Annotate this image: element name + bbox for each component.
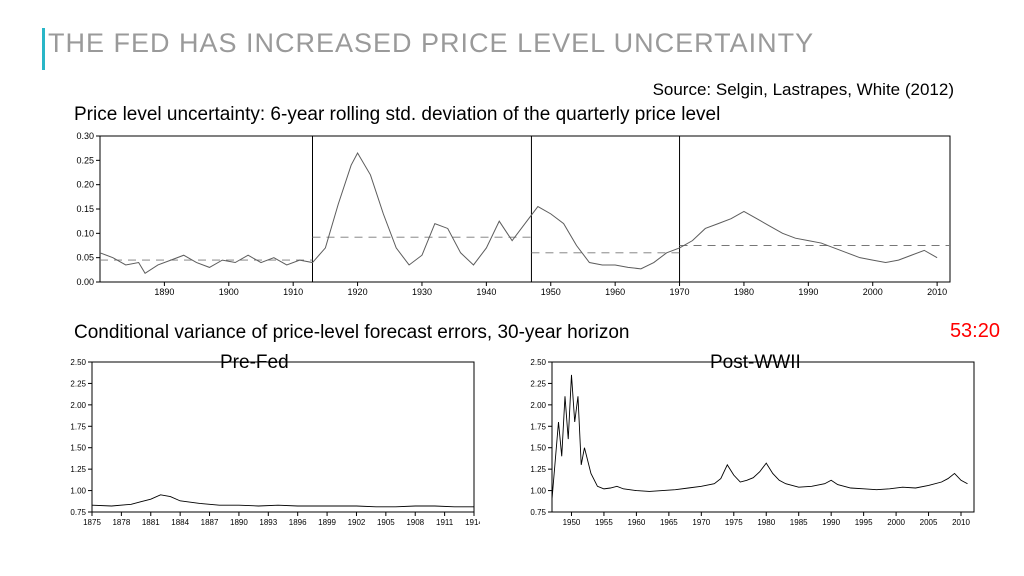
svg-text:1980: 1980 <box>734 287 754 297</box>
svg-text:2000: 2000 <box>863 287 883 297</box>
svg-text:1940: 1940 <box>476 287 496 297</box>
svg-text:2.25: 2.25 <box>70 379 86 388</box>
svg-text:1930: 1930 <box>412 287 432 297</box>
svg-text:2.00: 2.00 <box>530 401 546 410</box>
chart3-container: 0.75 1.00 1.25 1.50 1.75 2.00 2.25 2.50 1950 1955… <box>520 358 980 528</box>
svg-text:2000: 2000 <box>887 518 905 527</box>
svg-text:0.00: 0.00 <box>76 277 94 287</box>
svg-text:1955: 1955 <box>595 518 613 527</box>
chart2-subtitle: Conditional variance of price-level fore… <box>74 322 629 344</box>
svg-text:1914: 1914 <box>465 518 480 527</box>
svg-text:0.75: 0.75 <box>70 508 86 517</box>
chart2-container: 0.75 1.00 1.25 1.50 1.75 2.00 2.25 2.50 1875 1878… <box>60 358 480 528</box>
svg-text:1.25: 1.25 <box>530 465 546 474</box>
svg-text:1960: 1960 <box>605 287 625 297</box>
svg-text:1899: 1899 <box>318 518 336 527</box>
title-accent-bar <box>42 28 45 70</box>
svg-text:1950: 1950 <box>541 287 561 297</box>
chart1-svg: 0.00 0.05 0.10 0.15 0.20 0.25 0.30 1890 1900 1910… <box>60 130 960 300</box>
svg-text:1920: 1920 <box>348 287 368 297</box>
chart1-container: 0.00 0.05 0.10 0.15 0.20 0.25 0.30 1890 1900 1910… <box>60 130 960 300</box>
svg-text:1890: 1890 <box>154 287 174 297</box>
svg-text:1965: 1965 <box>660 518 678 527</box>
svg-text:1893: 1893 <box>259 518 277 527</box>
svg-text:1975: 1975 <box>725 518 743 527</box>
svg-text:1908: 1908 <box>406 518 424 527</box>
svg-text:1896: 1896 <box>289 518 307 527</box>
svg-text:1887: 1887 <box>201 518 219 527</box>
svg-text:2010: 2010 <box>952 518 970 527</box>
video-timestamp: 53:20 <box>950 320 1000 343</box>
svg-text:1902: 1902 <box>348 518 366 527</box>
svg-text:1905: 1905 <box>377 518 395 527</box>
svg-text:1.00: 1.00 <box>70 487 86 496</box>
svg-text:0.05: 0.05 <box>76 253 94 263</box>
svg-text:1881: 1881 <box>142 518 160 527</box>
svg-text:1.25: 1.25 <box>70 465 86 474</box>
svg-text:1890: 1890 <box>230 518 248 527</box>
svg-text:2010: 2010 <box>927 287 947 297</box>
svg-text:1878: 1878 <box>112 518 130 527</box>
svg-text:0.75: 0.75 <box>530 508 546 517</box>
svg-text:2.50: 2.50 <box>530 358 546 367</box>
svg-text:1.50: 1.50 <box>530 444 546 453</box>
svg-text:0.10: 0.10 <box>76 228 94 238</box>
svg-text:2005: 2005 <box>920 518 938 527</box>
svg-text:1995: 1995 <box>855 518 873 527</box>
svg-text:1985: 1985 <box>790 518 808 527</box>
svg-text:2.25: 2.25 <box>530 379 546 388</box>
chart2-svg: 0.75 1.00 1.25 1.50 1.75 2.00 2.25 2.50 1875 1878… <box>60 358 480 528</box>
svg-text:1.00: 1.00 <box>530 487 546 496</box>
svg-text:0.30: 0.30 <box>76 131 94 141</box>
svg-text:1960: 1960 <box>628 518 646 527</box>
page-title: THE FED HAS INCREASED PRICE LEVEL UNCERT… <box>48 28 814 59</box>
svg-text:1900: 1900 <box>219 287 239 297</box>
svg-text:1911: 1911 <box>436 518 454 527</box>
svg-text:1875: 1875 <box>83 518 101 527</box>
svg-text:1990: 1990 <box>798 287 818 297</box>
svg-text:0.15: 0.15 <box>76 204 94 214</box>
chart3-svg: 0.75 1.00 1.25 1.50 1.75 2.00 2.25 2.50 1950 1955… <box>520 358 980 528</box>
svg-text:1990: 1990 <box>822 518 840 527</box>
svg-text:2.00: 2.00 <box>70 401 86 410</box>
svg-text:1970: 1970 <box>692 518 710 527</box>
svg-text:0.20: 0.20 <box>76 180 94 190</box>
svg-text:1910: 1910 <box>283 287 303 297</box>
svg-text:2.50: 2.50 <box>70 358 86 367</box>
source-citation: Source: Selgin, Lastrapes, White (2012) <box>653 80 954 100</box>
svg-text:0.25: 0.25 <box>76 155 94 165</box>
svg-text:1.75: 1.75 <box>70 422 86 431</box>
chart1-subtitle: Price level uncertainty: 6-year rolling … <box>74 104 720 126</box>
svg-text:1.75: 1.75 <box>530 422 546 431</box>
svg-text:1.50: 1.50 <box>70 444 86 453</box>
svg-text:1980: 1980 <box>757 518 775 527</box>
svg-text:1950: 1950 <box>563 518 581 527</box>
svg-text:1884: 1884 <box>171 518 189 527</box>
svg-text:1970: 1970 <box>670 287 690 297</box>
